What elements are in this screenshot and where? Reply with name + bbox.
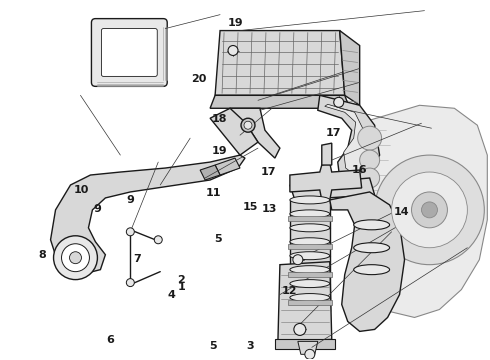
Text: 8: 8 [38, 249, 46, 260]
Polygon shape [290, 163, 362, 200]
Circle shape [412, 192, 447, 228]
Bar [290, 298, 330, 311]
Text: 15: 15 [242, 202, 258, 212]
Circle shape [241, 118, 255, 132]
FancyBboxPatch shape [92, 19, 167, 86]
Text: 16: 16 [352, 165, 368, 175]
Circle shape [53, 236, 98, 280]
Text: 5: 5 [214, 234, 222, 244]
Ellipse shape [290, 252, 330, 260]
Circle shape [244, 121, 252, 129]
Polygon shape [218, 108, 280, 158]
Text: 13: 13 [262, 204, 277, 214]
Polygon shape [290, 178, 375, 200]
Polygon shape [210, 95, 350, 108]
Polygon shape [340, 31, 360, 105]
Text: 4: 4 [168, 290, 175, 300]
Bar [290, 228, 330, 242]
FancyBboxPatch shape [101, 28, 157, 76]
Circle shape [126, 279, 134, 287]
Circle shape [421, 202, 438, 218]
Text: 9: 9 [126, 195, 134, 205]
Circle shape [305, 349, 315, 359]
Bar [290, 270, 330, 284]
Polygon shape [318, 95, 380, 185]
Text: 9: 9 [94, 204, 101, 215]
Circle shape [126, 228, 134, 236]
Polygon shape [50, 108, 258, 275]
Text: 17: 17 [260, 167, 276, 177]
Circle shape [154, 236, 162, 244]
Text: 19: 19 [212, 145, 227, 156]
Text: 3: 3 [246, 341, 254, 351]
Ellipse shape [354, 243, 390, 253]
Polygon shape [275, 339, 335, 349]
Ellipse shape [290, 266, 330, 274]
Ellipse shape [354, 265, 390, 275]
Bar [290, 200, 330, 214]
Circle shape [62, 244, 90, 272]
Text: 7: 7 [134, 254, 142, 264]
Circle shape [358, 126, 382, 150]
Ellipse shape [290, 280, 330, 288]
Polygon shape [215, 31, 345, 95]
Circle shape [70, 252, 81, 264]
Text: 5: 5 [209, 341, 217, 351]
Circle shape [293, 255, 303, 265]
Text: 14: 14 [393, 207, 409, 217]
Polygon shape [200, 165, 220, 180]
Polygon shape [278, 262, 332, 341]
Ellipse shape [290, 196, 330, 204]
Bar [290, 284, 330, 298]
Bar [288, 216, 332, 221]
Polygon shape [298, 341, 318, 354]
Text: 11: 11 [205, 188, 221, 198]
Text: 19: 19 [227, 18, 243, 28]
Text: 17: 17 [325, 128, 341, 138]
Polygon shape [322, 143, 332, 165]
Text: 6: 6 [107, 334, 115, 345]
Text: 2: 2 [177, 275, 185, 285]
Polygon shape [358, 105, 488, 318]
Ellipse shape [354, 220, 390, 230]
Ellipse shape [290, 224, 330, 232]
Circle shape [360, 168, 380, 188]
Text: 1: 1 [177, 282, 185, 292]
Polygon shape [325, 104, 368, 174]
Circle shape [360, 150, 380, 170]
Circle shape [334, 97, 343, 107]
Polygon shape [330, 192, 405, 332]
Circle shape [392, 172, 467, 248]
Bar [288, 244, 332, 249]
Text: 10: 10 [74, 185, 89, 195]
Bar [288, 300, 332, 305]
Ellipse shape [290, 210, 330, 218]
Ellipse shape [290, 238, 330, 246]
Circle shape [228, 45, 238, 55]
Circle shape [375, 155, 484, 265]
Text: 20: 20 [191, 74, 206, 84]
Circle shape [294, 323, 306, 336]
Polygon shape [215, 158, 240, 175]
Ellipse shape [290, 293, 330, 302]
Bar [290, 256, 330, 270]
Text: 18: 18 [212, 114, 227, 124]
Text: 12: 12 [281, 286, 297, 296]
Bar [288, 272, 332, 276]
Bar [290, 242, 330, 256]
Bar [290, 214, 330, 228]
